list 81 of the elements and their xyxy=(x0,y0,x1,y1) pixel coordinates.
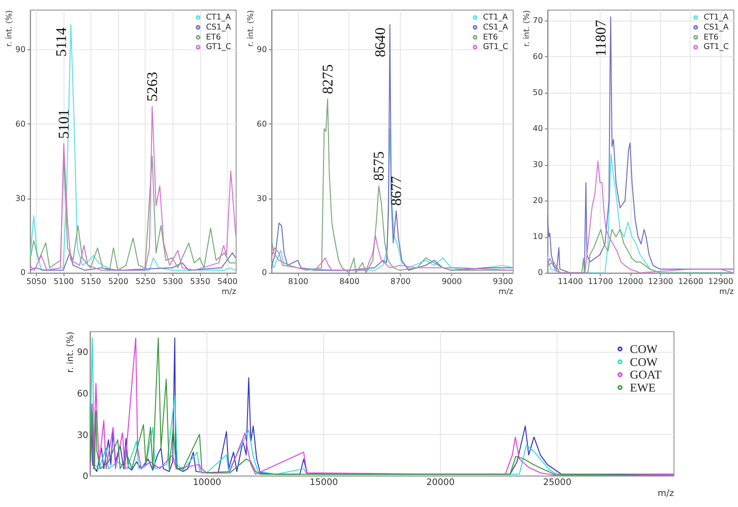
line-series xyxy=(30,106,236,271)
x-axis-title: m/z xyxy=(222,287,236,296)
y-tick-label: 0 xyxy=(538,268,543,278)
x-tick-label: 5200 xyxy=(108,277,128,286)
x-tick-label: 12900 xyxy=(708,277,734,286)
legend-label: GT1_C xyxy=(206,42,232,52)
y-tick-label: 30 xyxy=(532,160,543,170)
line-series xyxy=(30,24,236,271)
y-tick-label: 60 xyxy=(532,52,543,61)
y-tick-label: 60 xyxy=(256,119,267,128)
x-tick-label: 15000 xyxy=(310,478,338,488)
x-tick-label: 5050 xyxy=(26,277,46,286)
annotation: 8677 xyxy=(389,176,406,206)
annotation: 5101 xyxy=(56,109,73,139)
legend-label: CT1_A xyxy=(206,12,232,22)
y-tick-label: 10 xyxy=(532,232,543,242)
x-tick-label: 5150 xyxy=(80,277,102,286)
y-tick-label: 40 xyxy=(532,124,543,134)
legend-label: GT1_C xyxy=(483,42,509,52)
y-axis-title: r. int. (%) xyxy=(4,10,14,47)
line-series xyxy=(30,252,236,271)
annotation: 8640 xyxy=(372,27,389,58)
y-tick-label: 30 xyxy=(256,194,267,203)
x-axis-title: m/z xyxy=(658,488,674,499)
legend-label: CT1_A xyxy=(704,12,729,22)
line-series xyxy=(271,24,513,271)
x-tick-label: 12300 xyxy=(648,277,674,286)
y-tick-label: 30 xyxy=(15,194,26,203)
y-tick-label: 0 xyxy=(20,268,26,278)
legend-label: CS1_A xyxy=(483,22,509,32)
y-tick-label: 60 xyxy=(15,119,26,128)
x-tick-label: 20000 xyxy=(426,478,455,488)
y-tick-label: 90 xyxy=(76,348,89,358)
legend-label: COW xyxy=(630,342,658,356)
x-axis-title: m/z xyxy=(719,287,734,296)
x-tick-label: 8100 xyxy=(288,277,308,286)
legend-label: GOAT xyxy=(630,368,662,382)
x-tick-label: 5250 xyxy=(136,277,156,286)
x-tick-label: 25000 xyxy=(543,478,572,488)
legend-label: ET6 xyxy=(704,32,718,42)
annotation: 5263 xyxy=(145,72,162,102)
annotation: 8575 xyxy=(372,151,388,181)
x-tick-label: 12000 xyxy=(618,277,644,286)
y-axis-title: r. int. (%) xyxy=(246,10,255,47)
y-tick-label: 50 xyxy=(532,88,543,98)
legend-label: CT1_A xyxy=(483,12,508,22)
x-tick-label: 11400 xyxy=(558,277,583,286)
x-tick-label: 11700 xyxy=(588,277,614,286)
y-tick-label: 20 xyxy=(532,196,543,206)
annotation: 11807 xyxy=(594,20,610,56)
y-tick-label: 70 xyxy=(532,16,543,25)
y-tick-label: 90 xyxy=(15,44,26,54)
y-axis-title: r. int. (%) xyxy=(522,10,531,47)
x-tick-label: 9000 xyxy=(442,277,462,286)
y-axis-title: r. int. (%) xyxy=(66,332,76,373)
y-tick-label: 60 xyxy=(76,390,89,400)
y-tick-label: 0 xyxy=(82,472,89,482)
legend-label: EWE xyxy=(630,380,656,394)
legend-label: GT1_C xyxy=(704,42,730,52)
legend-label: COW xyxy=(630,354,658,369)
line-series xyxy=(30,156,236,271)
x-tick-label: 10000 xyxy=(192,478,222,488)
annotation: 8275 xyxy=(320,64,337,94)
x-tick-label: 5350 xyxy=(190,277,210,286)
x-tick-label: 5300 xyxy=(162,277,183,286)
x-tick-label: 5100 xyxy=(54,277,74,286)
x-tick-label: 12600 xyxy=(678,277,704,286)
x-tick-label: 8400 xyxy=(339,277,360,286)
x-tick-label: 8700 xyxy=(390,277,411,286)
annotation: 5114 xyxy=(54,26,70,57)
legend-label: CS1_A xyxy=(206,22,232,32)
line-series xyxy=(271,235,513,271)
y-tick-label: 0 xyxy=(262,268,267,278)
legend-label: CS1_A xyxy=(704,22,730,32)
y-tick-label: 90 xyxy=(256,44,267,54)
x-tick-label: 5400 xyxy=(217,277,238,286)
x-axis-title: m/z xyxy=(498,287,514,296)
x-tick-label: 9300 xyxy=(492,277,514,286)
y-tick-label: 30 xyxy=(76,430,89,441)
legend-label: ET6 xyxy=(206,32,221,42)
legend-label: ET6 xyxy=(483,32,498,42)
